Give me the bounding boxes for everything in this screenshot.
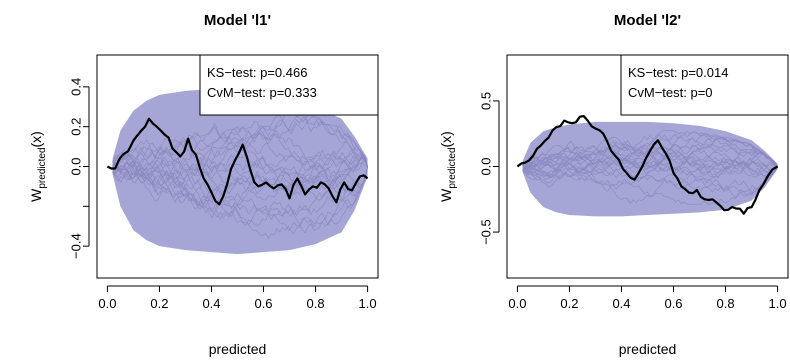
simulated-path: [522, 147, 778, 179]
y-tick-label: −0.4: [68, 233, 83, 259]
simulated-path: [112, 162, 368, 216]
y-tick-label: 0.5: [478, 92, 493, 110]
simulated-path: [522, 145, 778, 178]
simulated-path: [522, 130, 778, 173]
simulated-path: [112, 141, 368, 197]
simulated-path: [112, 157, 368, 232]
y-axis-label: Wpredicted(x): [28, 131, 48, 202]
simulated-path: [522, 166, 778, 197]
simulated-path: [112, 115, 368, 177]
simulated-path: [112, 129, 368, 188]
x-axis: 0.0 0.2 0.4 0.6 0.8 1.0: [508, 285, 787, 311]
y-tick-label: 0.2: [68, 118, 83, 136]
x-tick-label: 0.0: [98, 296, 116, 311]
simulated-path: [112, 156, 368, 226]
simulated-path: [522, 133, 778, 170]
simulated-paths: [112, 111, 368, 240]
legend-entry: KS−test: p=0.466: [207, 65, 307, 80]
x-tick-label: 0.6: [664, 296, 682, 311]
x-tick-label: 1.0: [769, 296, 787, 311]
y-label-tail: (x): [28, 131, 44, 147]
legend-box: [199, 54, 379, 116]
simulated-path: [112, 131, 368, 169]
x-axis-label: predicted: [619, 341, 677, 357]
y-label-subscript: predicted: [447, 147, 458, 188]
simulated-path: [522, 150, 778, 181]
simulated-path: [112, 159, 368, 195]
legend-box: [620, 54, 789, 116]
x-tick-label: 0.8: [307, 296, 325, 311]
x-tick-label: 0.6: [254, 296, 272, 311]
test-legend: KS−test: p=0.014 CvM−test: p=0: [620, 54, 789, 116]
y-tick-label: 0.0: [68, 157, 83, 175]
x-tick-label: 0.2: [560, 296, 578, 311]
y-label-subscript: predicted: [37, 147, 48, 188]
x-tick-label: 0.8: [717, 296, 735, 311]
x-tick-label: 0.4: [612, 296, 630, 311]
y-label-tail: (x): [438, 131, 454, 147]
y-axis-label: Wpredicted(x): [438, 131, 458, 202]
simulated-path: [112, 125, 368, 168]
legend-entry: CvM−test: p=0: [628, 85, 713, 100]
y-label-main: W: [438, 188, 454, 202]
chart-title: Model 'l2': [614, 12, 681, 29]
y-tick-label: −0.5: [478, 219, 493, 245]
x-tick-label: 1.0: [359, 296, 377, 311]
y-axis: −0.5 0.0 0.5: [478, 92, 500, 245]
simulated-path: [112, 154, 368, 221]
simulated-path: [112, 146, 368, 197]
simulated-path: [112, 164, 368, 234]
x-tick-label: 0.0: [508, 296, 526, 311]
legend-entry: KS−test: p=0.014: [628, 65, 728, 80]
legend-entry: CvM−test: p=0.333: [207, 85, 317, 100]
simulated-path: [112, 150, 368, 185]
x-axis: 0.0 0.2 0.4 0.6 0.8 1.0: [98, 285, 377, 311]
simulated-path: [522, 157, 778, 199]
y-label-main: W: [28, 188, 44, 202]
simulated-path: [112, 156, 368, 208]
y-axis: −0.4 0.0 0.2 0.4: [68, 78, 90, 259]
simulated-path: [522, 136, 778, 171]
test-legend: KS−test: p=0.466 CvM−test: p=0.333: [199, 54, 379, 116]
observed-process-line: [106, 117, 369, 206]
simulated-paths: [522, 129, 778, 206]
x-axis-label: predicted: [209, 341, 267, 357]
envelope-band: [112, 88, 368, 255]
observed-process-line: [516, 114, 779, 215]
chart-title: Model 'l1': [204, 12, 271, 29]
y-tick-label: 0.0: [478, 157, 493, 175]
x-tick-label: 0.4: [202, 296, 220, 311]
simulated-path: [522, 134, 778, 173]
x-tick-label: 0.2: [150, 296, 168, 311]
y-tick-label: 0.4: [68, 78, 83, 96]
